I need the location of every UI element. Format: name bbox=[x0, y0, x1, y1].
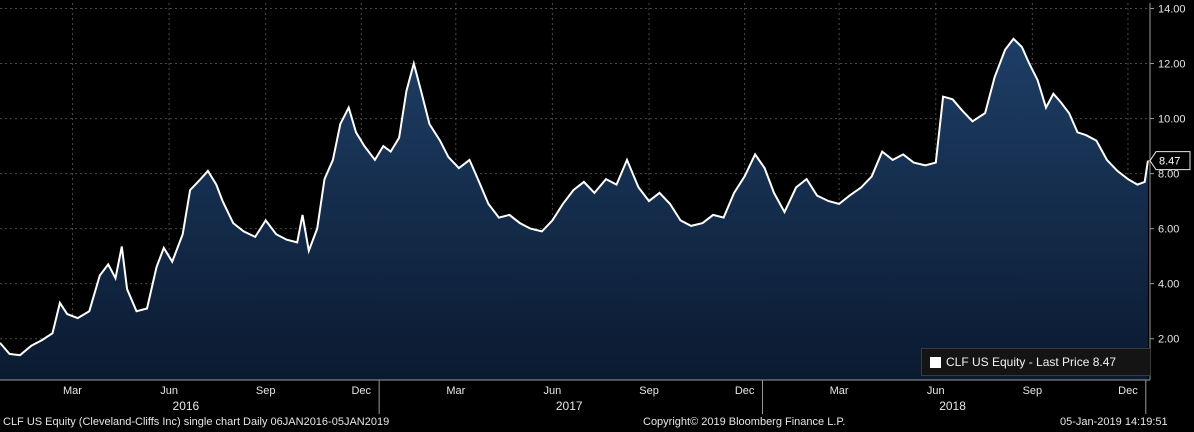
x-tick-label: Sep bbox=[1023, 385, 1043, 397]
y-tick-label: 4.00 bbox=[1158, 279, 1179, 291]
footer-security-description: CLF US Equity (Cleveland-Cliffs Inc) sin… bbox=[3, 416, 390, 428]
last-price-tag bbox=[1149, 151, 1191, 171]
y-tick-label: 2.00 bbox=[1158, 334, 1179, 346]
price-area-fill bbox=[0, 38, 1148, 381]
y-tick-label: 8.00 bbox=[1158, 169, 1179, 181]
x-tick-label: Mar bbox=[830, 385, 849, 397]
y-tick-label: 10.00 bbox=[1158, 114, 1186, 126]
last-price-label: 8.47 bbox=[1159, 156, 1180, 168]
footer-copyright: Copyright© 2019 Bloomberg Finance L.P. bbox=[643, 416, 846, 428]
year-label: 2017 bbox=[556, 399, 583, 413]
legend-swatch bbox=[930, 357, 941, 368]
y-tick-label: 12.00 bbox=[1158, 59, 1186, 71]
y-tick-label: 6.00 bbox=[1158, 224, 1179, 236]
x-tick-label: Dec bbox=[1118, 385, 1138, 397]
x-tick-label: Dec bbox=[735, 385, 755, 397]
x-tick-label: Sep bbox=[256, 385, 276, 397]
x-tick-label: Jun bbox=[927, 385, 945, 397]
legend: CLF US Equity - Last Price 8.47 bbox=[921, 348, 1151, 376]
x-tick-label: Mar bbox=[63, 385, 82, 397]
footer-timestamp: 05-Jan-2019 14:19:51 bbox=[1060, 416, 1168, 428]
footer-bar: CLF US Equity (Cleveland-Cliffs Inc) sin… bbox=[0, 414, 1194, 432]
year-label: 2018 bbox=[939, 399, 966, 413]
legend-label: CLF US Equity - Last Price 8.47 bbox=[946, 355, 1117, 369]
x-tick-label: Dec bbox=[351, 385, 371, 397]
x-tick-label: Sep bbox=[639, 385, 659, 397]
x-tick-label: Jun bbox=[544, 385, 562, 397]
price-chart: 2.00 4.00 6.00 8.00 10.00 12.00 14.00 Mar Jun Sep… bbox=[0, 3, 1191, 414]
year-label: 2016 bbox=[173, 399, 200, 413]
x-tick-label: Mar bbox=[446, 385, 465, 397]
x-tick-label: Jun bbox=[160, 385, 178, 397]
price-line bbox=[0, 37, 1149, 357]
axes: 2.00 4.00 6.00 8.00 10.00 12.00 14.00 Mar Jun Sep… bbox=[0, 3, 1191, 414]
y-tick-label: 14.00 bbox=[1158, 4, 1186, 16]
